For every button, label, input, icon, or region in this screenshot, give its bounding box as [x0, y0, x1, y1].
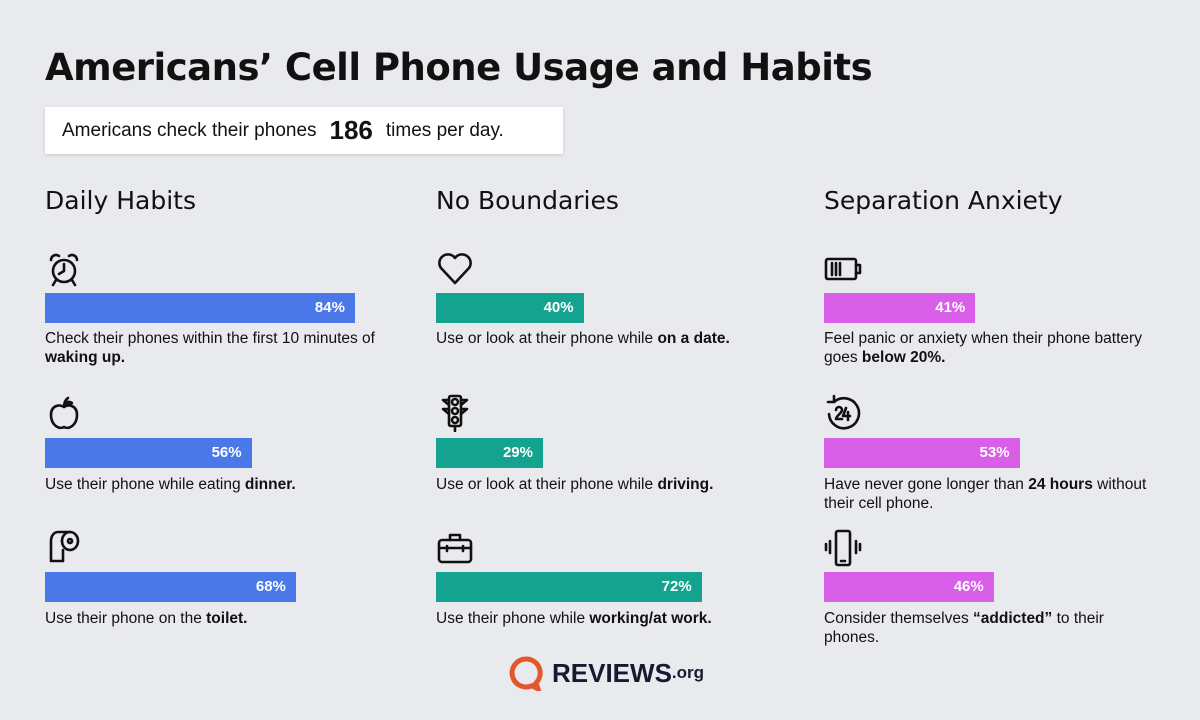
callout-number: 186	[329, 115, 373, 145]
low-battery-icon	[824, 257, 862, 281]
page-title: Americans’ Cell Phone Usage and Habits	[45, 46, 873, 89]
description-text: Use their phone on the	[45, 610, 207, 627]
bar: 46%	[824, 572, 994, 602]
24-hours-icon	[826, 394, 861, 430]
bar-description: Use their phone on the toilet.	[45, 609, 375, 628]
bar-description: Use their phone while eating dinner.	[45, 475, 375, 494]
section-daily: Daily Habits 84% Check their phones within…	[45, 0, 405, 720]
section-anxiety: Separation Anxiety 41% Feel panic or anxie…	[824, 0, 1184, 720]
vibrating-phone-icon	[824, 529, 862, 567]
bar-value-label: 41%	[935, 299, 966, 316]
description-emphasis: waking up.	[45, 349, 126, 366]
bar-value-label: 68%	[255, 578, 286, 595]
description-text: Feel panic or anxiety when their phone b…	[824, 330, 1142, 366]
toilet-paper-icon	[49, 530, 80, 563]
bar: 68%	[45, 572, 296, 602]
bar: 29%	[436, 438, 543, 468]
description-text: Have never gone longer than	[824, 476, 1029, 493]
description-emphasis: “addicted”	[973, 610, 1053, 627]
description-text: Check their phones within the first 10 m…	[45, 330, 375, 347]
section-heading: Separation Anxiety	[824, 186, 1063, 215]
bar-value-label: 84%	[314, 299, 345, 316]
logo-word: REVIEWS	[552, 657, 672, 688]
bar-description: Have never gone longer than 24 hours wit…	[824, 475, 1154, 513]
traffic-light-icon	[441, 394, 469, 432]
bar-value-label: 29%	[502, 444, 533, 461]
logo-q-icon	[509, 656, 543, 691]
description-emphasis: below 20%.	[861, 349, 946, 366]
apple-icon	[49, 396, 79, 430]
bar-value-label: 53%	[979, 444, 1010, 461]
bar-value-label: 72%	[661, 578, 692, 595]
bar-description: Check their phones within the first 10 m…	[45, 329, 375, 367]
briefcase-icon	[437, 533, 473, 564]
bar: 40%	[436, 293, 584, 323]
description-emphasis: on a date.	[657, 330, 730, 347]
description-text: Use or look at their phone while	[436, 330, 658, 347]
bar: 56%	[45, 438, 252, 468]
reviews-org-logo: REVIEWS .org	[508, 655, 704, 691]
bar-value-label: 46%	[953, 578, 984, 595]
description-text: Consider themselves	[824, 610, 974, 627]
description-text: Use their phone while	[436, 610, 590, 627]
description-text: Use or look at their phone while	[436, 476, 658, 493]
bar-description: Feel panic or anxiety when their phone b…	[824, 329, 1154, 367]
bar-description: Use their phone while working/at work.	[436, 609, 766, 628]
bar: 53%	[824, 438, 1020, 468]
bar-value-label: 40%	[543, 299, 574, 316]
alarm-clock-icon	[49, 253, 79, 287]
bar: 84%	[45, 293, 355, 323]
bar-description: Consider themselves “addicted” to their …	[824, 609, 1154, 647]
callout-suffix: times per day.	[385, 119, 504, 141]
description-emphasis: toilet.	[206, 610, 248, 627]
description-emphasis: 24 hours	[1028, 476, 1093, 493]
logo-tld: .org	[671, 663, 705, 682]
section-heading: No Boundaries	[436, 186, 619, 215]
bar: 72%	[436, 572, 702, 602]
description-emphasis: driving.	[657, 476, 714, 493]
description-text-end: to their phones.	[824, 610, 1104, 646]
stat-callout: Americans check their phones 186 times p…	[45, 107, 563, 154]
heart-icon	[438, 253, 472, 285]
callout-prefix: Americans check their phones	[62, 119, 317, 141]
section-heading: Daily Habits	[45, 186, 196, 215]
description-text-end: without their cell phone.	[824, 476, 1147, 512]
bar: 41%	[824, 293, 976, 323]
description-text: Use their phone while eating	[45, 476, 245, 493]
description-emphasis: dinner.	[244, 476, 296, 493]
description-emphasis: working/at work.	[589, 610, 712, 627]
bar-description: Use or look at their phone while on a da…	[436, 329, 766, 348]
section-boundaries: No Boundaries 40% Use or look at their pho…	[436, 0, 796, 720]
bar-description: Use or look at their phone while driving…	[436, 475, 766, 494]
bar-value-label: 56%	[211, 444, 242, 461]
